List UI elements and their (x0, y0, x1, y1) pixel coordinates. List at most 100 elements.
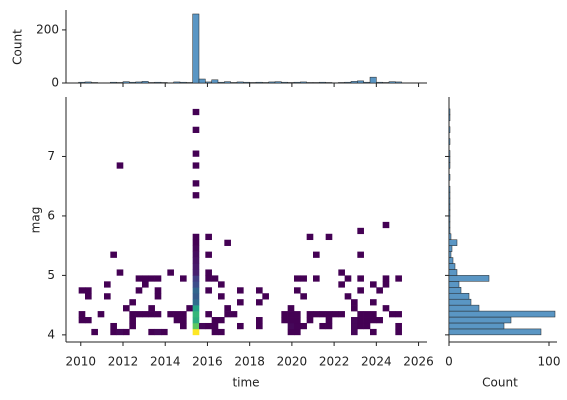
bar (363, 81, 371, 84)
cell (357, 311, 364, 318)
bar (448, 251, 452, 258)
y-label: mag (29, 207, 43, 234)
bar (154, 81, 162, 84)
bar (91, 82, 98, 84)
cell (300, 322, 307, 330)
cell (154, 287, 162, 294)
bar (448, 287, 462, 294)
cell (78, 311, 86, 318)
bar (376, 81, 383, 84)
bar (448, 215, 451, 223)
cell (325, 317, 333, 324)
bar (448, 156, 451, 163)
bar (448, 316, 512, 324)
cell (313, 251, 320, 258)
cell (154, 328, 162, 336)
cell (313, 311, 320, 318)
cell (338, 269, 345, 276)
cell (192, 180, 200, 187)
bar (448, 108, 451, 116)
cell (338, 281, 345, 288)
cell (357, 275, 364, 282)
cell (180, 311, 187, 318)
cell (192, 263, 200, 270)
cell (135, 275, 143, 282)
bar (84, 81, 92, 84)
cell (287, 322, 295, 330)
cell (148, 275, 155, 282)
x-tick-label: 100 (538, 355, 561, 369)
cell (205, 322, 212, 330)
cell (205, 311, 212, 318)
cell (376, 287, 383, 294)
bar (141, 81, 149, 84)
bar (148, 82, 155, 84)
cell (123, 328, 130, 336)
bar (369, 76, 377, 84)
bar (350, 81, 358, 84)
cell (357, 317, 364, 324)
cell (294, 317, 301, 324)
bar (224, 81, 231, 84)
cell (192, 305, 200, 312)
cell (78, 317, 86, 324)
cell (180, 317, 187, 324)
x-tick-label: 2024 (361, 355, 392, 369)
cell (192, 299, 200, 306)
bar (357, 80, 364, 84)
cell (192, 108, 200, 116)
bar (448, 150, 451, 157)
cell (154, 311, 162, 318)
cell (129, 299, 136, 306)
x-tick-label: 2020 (277, 355, 308, 369)
cell (382, 275, 390, 282)
cell (192, 239, 200, 246)
cell (357, 227, 364, 235)
bar (122, 81, 130, 84)
cell (97, 311, 105, 318)
x-tick-label: 0 (445, 355, 453, 369)
cell (211, 322, 219, 330)
cell (218, 281, 225, 288)
cell (154, 275, 162, 282)
cell (237, 299, 244, 306)
cell (338, 311, 345, 318)
right-x-label: Count (482, 376, 518, 390)
cell (281, 311, 288, 318)
bar (448, 174, 451, 181)
bar (268, 81, 276, 84)
cell (256, 287, 263, 294)
cell (363, 322, 371, 330)
cell (382, 221, 390, 229)
cell (205, 275, 212, 282)
cell (306, 317, 314, 324)
cell (192, 192, 200, 199)
bar (344, 81, 352, 84)
bar (448, 292, 470, 300)
bar (211, 79, 219, 84)
cell (363, 311, 371, 318)
bar (338, 82, 345, 84)
cell (192, 150, 200, 157)
cell (344, 275, 352, 282)
cell (192, 233, 200, 241)
cell (116, 269, 124, 276)
cell (104, 281, 111, 288)
cell (351, 322, 358, 330)
cell (192, 328, 200, 336)
cell (135, 287, 143, 294)
cell (148, 305, 155, 312)
cell (192, 251, 200, 258)
bar (448, 126, 451, 133)
cell (167, 269, 174, 276)
bar (312, 82, 320, 84)
x-tick-label: 2022 (319, 355, 350, 369)
cell (192, 162, 200, 169)
cell (85, 317, 92, 324)
bar (448, 197, 451, 205)
bar (448, 310, 556, 318)
bar (255, 81, 263, 84)
cell (142, 275, 149, 282)
cell (256, 299, 263, 306)
